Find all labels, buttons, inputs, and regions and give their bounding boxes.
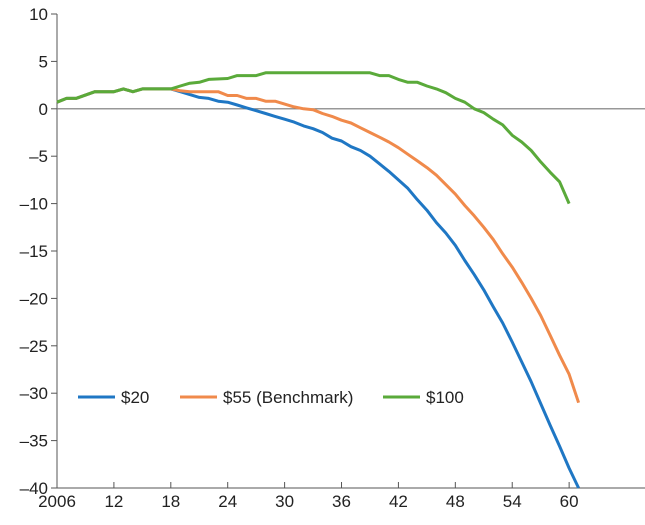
series-line-1: [56, 87, 580, 489]
x-tick-label: 60: [560, 492, 579, 511]
y-tick-label: –30: [20, 384, 48, 403]
series-line-3: [56, 71, 571, 205]
y-tick-label: –40: [20, 479, 48, 498]
x-tick-label: 48: [446, 492, 465, 511]
y-tick-label: 0: [39, 100, 48, 119]
legend-label-3: $100: [426, 388, 464, 407]
x-tick-label: 2006: [38, 492, 76, 511]
x-tick-label: 54: [503, 492, 522, 511]
x-tick-label: 24: [218, 492, 237, 511]
legend-label-1: $20: [121, 388, 149, 407]
y-tick-label: –10: [20, 195, 48, 214]
y-tick-label: 5: [39, 52, 48, 71]
x-axis: 2006 12 18 24 30 36 42 48 54 60: [38, 482, 645, 511]
y-tick-label: –20: [20, 289, 48, 308]
x-tick-label: 18: [161, 492, 180, 511]
y-axis: 10 5 0 –5 –10 –15 –20 –25 –30 –35 –40: [20, 5, 58, 498]
legend-label-2: $55 (Benchmark): [223, 388, 353, 407]
y-tick-label: 10: [29, 5, 48, 24]
legend: $20 $55 (Benchmark) $100: [78, 388, 464, 407]
y-tick-label: –35: [20, 432, 48, 451]
y-tick-label: –15: [20, 242, 48, 261]
x-tick-label: 42: [389, 492, 408, 511]
y-tick-label: –5: [29, 147, 48, 166]
x-tick-label: 30: [275, 492, 294, 511]
y-tick-label: –25: [20, 337, 48, 356]
series-line-2: [56, 87, 581, 404]
x-tick-label: 36: [332, 492, 351, 511]
series-layer: [56, 71, 581, 489]
x-tick-label: 12: [104, 492, 123, 511]
